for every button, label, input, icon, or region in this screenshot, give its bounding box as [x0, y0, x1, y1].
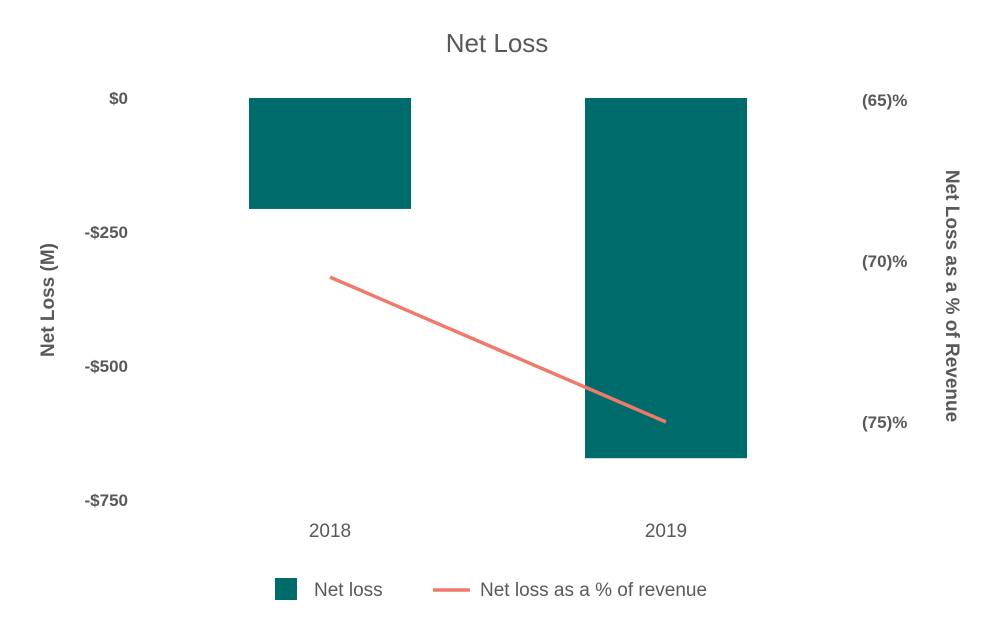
- right-axis-title: Net Loss as a % of Revenue: [941, 170, 962, 422]
- axis-ticks: $0 -$250 -$500 -$750 (65)% (70)% (75)% 2018 2019: [85, 89, 908, 542]
- x-category-label: 2018: [309, 521, 351, 542]
- right-tick-label: (65)%: [862, 91, 907, 110]
- legend-label-net-loss-pct: Net loss as a % of revenue: [480, 580, 707, 601]
- legend: Net loss Net loss as a % of revenue: [275, 578, 707, 601]
- left-tick-label: -$500: [85, 357, 128, 376]
- bar-net-loss: [585, 98, 747, 459]
- left-tick-label: -$750: [85, 491, 128, 510]
- right-tick-label: (75)%: [862, 413, 907, 432]
- left-axis-title: Net Loss (M): [38, 243, 59, 357]
- legend-swatch-net-loss: [275, 578, 297, 600]
- left-tick-label: $0: [109, 89, 128, 108]
- x-category-label: 2019: [645, 521, 687, 542]
- legend-label-net-loss: Net loss: [314, 580, 383, 601]
- left-tick-label: -$250: [85, 223, 128, 242]
- plot-area: [249, 98, 747, 459]
- line-net-loss-pct: [329, 275, 667, 424]
- chart-title: Net Loss: [446, 28, 549, 58]
- bar-net-loss: [249, 98, 411, 209]
- right-tick-label: (70)%: [862, 252, 907, 271]
